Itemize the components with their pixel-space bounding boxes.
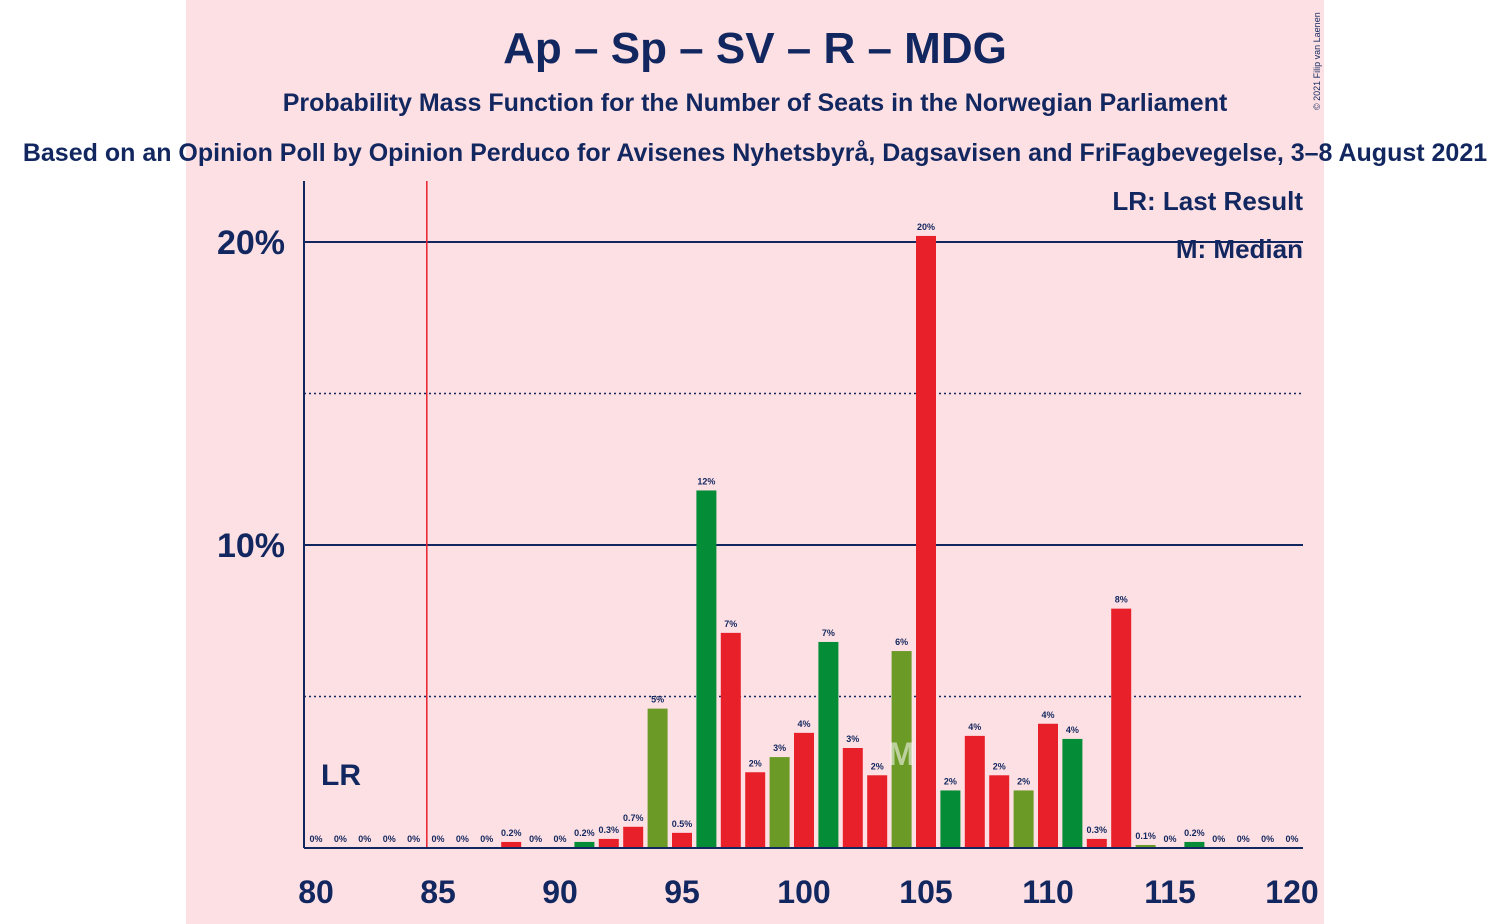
- x-tick-label-95: 95: [664, 874, 700, 910]
- bar-106: [940, 790, 961, 848]
- median-group: M: [888, 736, 915, 772]
- chart-caption: Based on an Opinion Poll by Opinion Perd…: [22, 139, 1488, 167]
- y-tick-label-10: 10%: [217, 527, 285, 565]
- bar-label-112: 0.3%: [1087, 825, 1108, 835]
- bar-label-104: 6%: [895, 637, 908, 647]
- bar-label-105: 20%: [917, 222, 935, 232]
- chart-subtitle: Probability Mass Function for the Number…: [282, 89, 1228, 117]
- bar-100: [794, 732, 814, 848]
- bar-label-108: 2%: [993, 761, 1006, 771]
- bar-label-118: 0%: [1237, 834, 1250, 844]
- last-result-label: LR: [321, 759, 361, 792]
- bar-label-96: 12%: [697, 476, 715, 486]
- bar-label-81: 0%: [334, 834, 347, 844]
- last-result-group: LR: [321, 181, 428, 848]
- y-tick-label-20: 20%: [217, 224, 285, 262]
- bar-label-111: 4%: [1066, 725, 1079, 735]
- bar-label-89: 0%: [529, 834, 542, 844]
- bar-112: [1086, 838, 1107, 848]
- x-tick-label-115: 115: [1144, 874, 1196, 910]
- axes-group: [303, 181, 1303, 849]
- legend-last-result: LR: Last Result: [1112, 186, 1303, 216]
- bar-label-88: 0.2%: [501, 828, 522, 838]
- tick-labels-group: 80 85 90 95 100 105 110 115 120 10% 20%: [217, 224, 1319, 910]
- bar-label-97: 7%: [724, 619, 737, 629]
- bar-116: [1184, 841, 1205, 848]
- grid-lines: [304, 241, 1303, 698]
- bar-label-80: 0%: [309, 834, 322, 844]
- median-marker: M: [888, 736, 915, 772]
- bar-label-99: 3%: [773, 743, 786, 753]
- chart-background-panel: [186, 0, 1324, 924]
- bar-107: [964, 735, 985, 848]
- bar-104: [891, 651, 912, 848]
- bar-label-90: 0%: [553, 834, 566, 844]
- bar-103: [867, 775, 888, 848]
- bar-108: [989, 775, 1010, 848]
- bar-94: [647, 708, 668, 848]
- bar-label-86: 0%: [456, 834, 469, 844]
- bar-label-113: 8%: [1115, 595, 1128, 605]
- bar-label-120: 0%: [1285, 834, 1298, 844]
- bar-97: [720, 632, 741, 848]
- x-tick-label-110: 110: [1022, 874, 1074, 910]
- chart-title: Ap – Sp – SV – R – MDG: [503, 24, 1007, 73]
- bar-113: [1111, 608, 1132, 848]
- bar-label-102: 3%: [846, 734, 859, 744]
- bar-label-100: 4%: [797, 719, 810, 729]
- bar-label-107: 4%: [968, 722, 981, 732]
- bar-label-94: 5%: [651, 695, 664, 705]
- bar-109: [1013, 790, 1034, 848]
- bar-label-83: 0%: [383, 834, 396, 844]
- x-tick-label-120: 120: [1265, 874, 1318, 910]
- x-tick-label-100: 100: [777, 874, 830, 910]
- bar-label-116: 0.2%: [1184, 828, 1205, 838]
- bar-111: [1062, 738, 1083, 848]
- bar-label-101: 7%: [822, 628, 835, 638]
- bar-label-119: 0%: [1261, 834, 1274, 844]
- bar-91: [574, 841, 595, 848]
- x-tick-label-80: 80: [298, 874, 334, 910]
- bar-label-92: 0.3%: [599, 825, 620, 835]
- bar-label-110: 4%: [1041, 710, 1054, 720]
- bar-105: [916, 235, 936, 848]
- bar-110: [1038, 723, 1058, 848]
- bar-label-115: 0%: [1163, 834, 1176, 844]
- bars-group: [501, 235, 1205, 848]
- bar-101: [818, 641, 839, 848]
- bar-labels-group: 0% 0% 0% 0% 0% 0% 0% 0%0.2%0% 0%0.2% 0.3%0.7%5%0.…: [309, 222, 1298, 844]
- bar-92: [598, 838, 619, 848]
- bar-93: [623, 826, 644, 848]
- bar-label-85: 0%: [431, 834, 444, 844]
- bar-label-82: 0%: [358, 834, 371, 844]
- x-tick-label-90: 90: [542, 874, 578, 910]
- x-tick-label-105: 105: [899, 874, 952, 910]
- legend-median: M: Median: [1176, 234, 1303, 264]
- bar-99: [769, 757, 790, 848]
- bar-label-93: 0.7%: [623, 813, 644, 823]
- bar-96: [696, 490, 717, 848]
- x-tick-label-85: 85: [420, 874, 456, 910]
- bar-label-114: 0.1%: [1135, 831, 1156, 841]
- bar-label-98: 2%: [749, 758, 762, 768]
- bar-label-103: 2%: [871, 761, 884, 771]
- bar-88: [501, 841, 522, 848]
- bar-label-95: 0.5%: [672, 819, 693, 829]
- bar-label-87: 0%: [480, 834, 493, 844]
- bar-114: [1135, 844, 1156, 848]
- bar-label-106: 2%: [944, 776, 957, 786]
- bar-label-109: 2%: [1017, 776, 1030, 786]
- bar-98: [745, 772, 766, 848]
- bar-label-117: 0%: [1212, 834, 1225, 844]
- bar-label-91: 0.2%: [574, 828, 595, 838]
- bar-102: [842, 748, 863, 848]
- bar-label-84: 0%: [407, 834, 420, 844]
- bar-95: [672, 832, 692, 848]
